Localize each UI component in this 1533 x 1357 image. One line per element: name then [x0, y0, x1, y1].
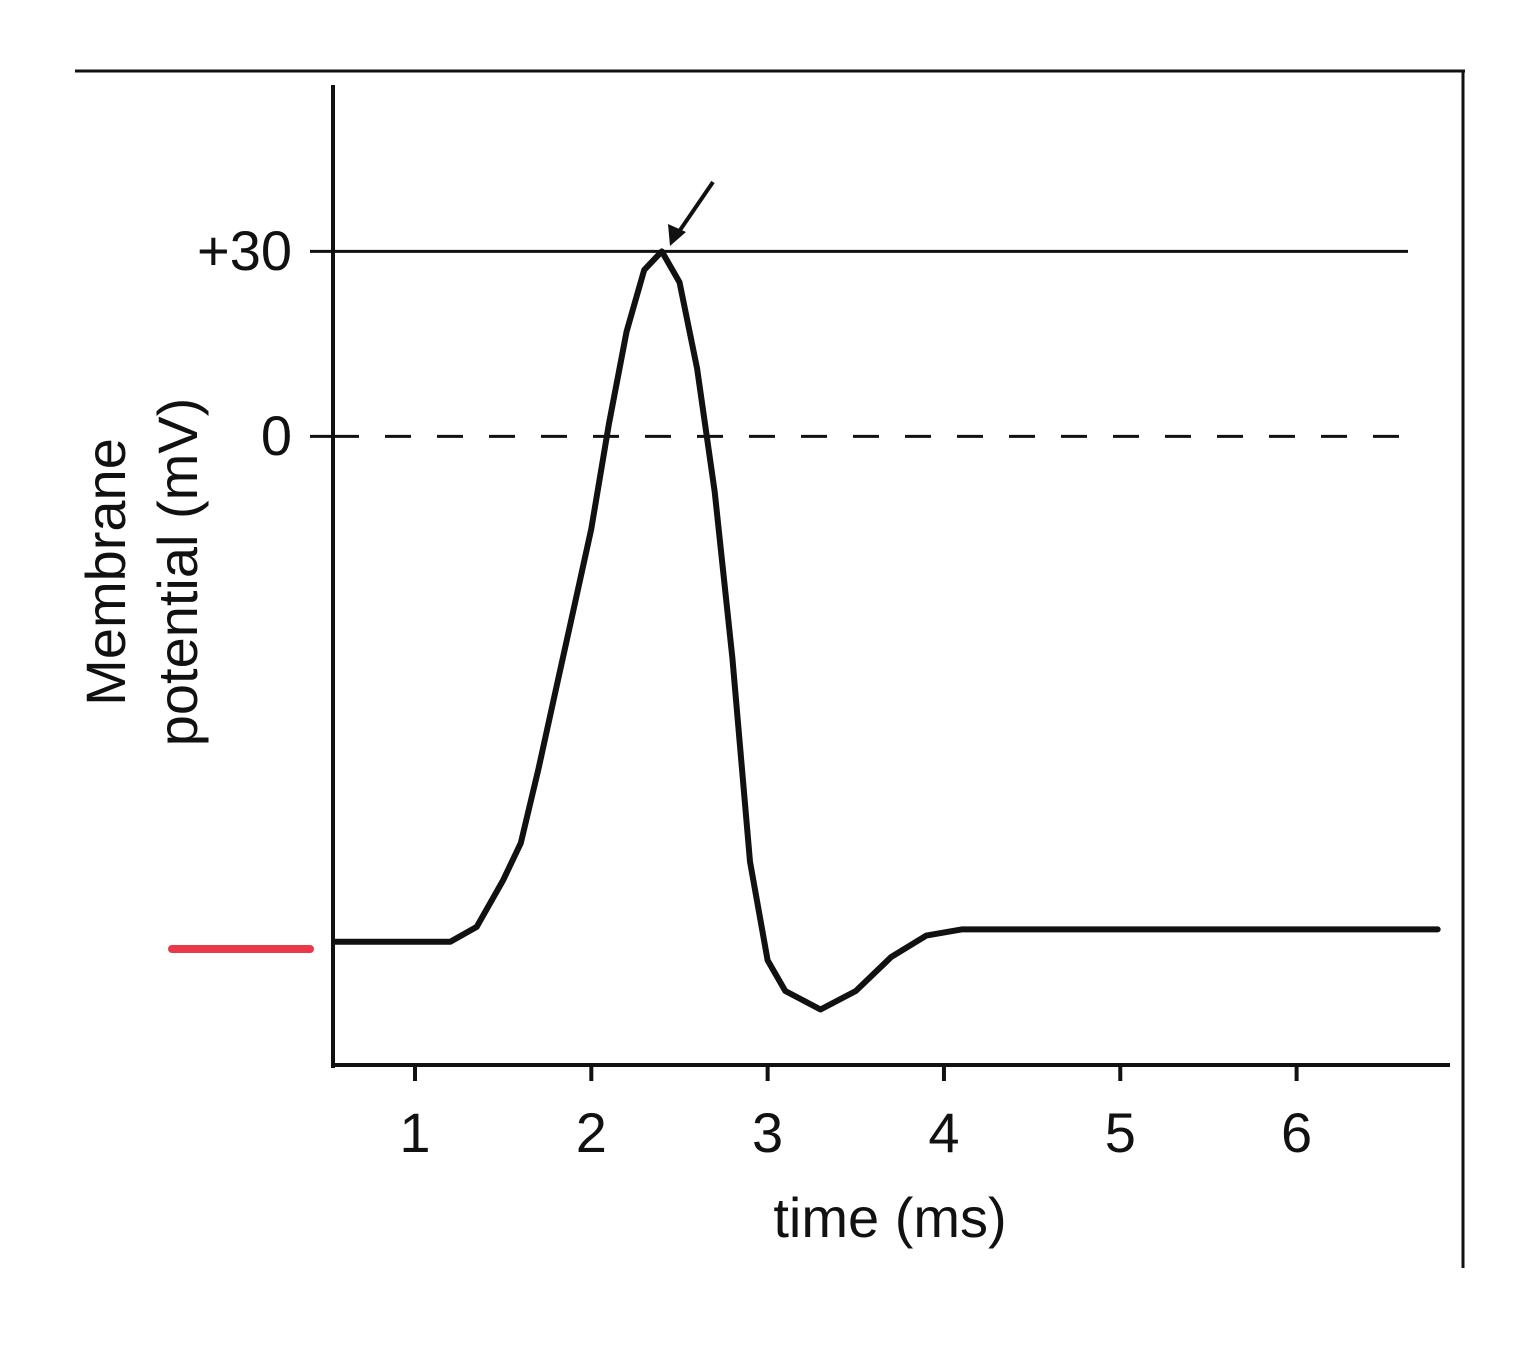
y-axis-label-line: potential (mV)	[146, 398, 209, 747]
x-tick-label: 5	[1105, 1101, 1136, 1164]
y-tick-label: +30	[197, 219, 292, 282]
x-tick-label: 6	[1281, 1101, 1312, 1164]
x-tick-label: 1	[399, 1101, 430, 1164]
y-tick-label: 0	[261, 404, 292, 467]
membrane-trace	[332, 248, 1441, 1013]
x-tick-label: 4	[928, 1101, 959, 1164]
y-axis-label: Membrane potential (mV)	[74, 398, 209, 747]
peak-arrow	[674, 180, 715, 238]
x-tick-label: 3	[752, 1101, 783, 1164]
y-axis-label-line: Membrane	[74, 438, 137, 706]
x-axis-label: time (ms)	[773, 1186, 1006, 1249]
x-tick-label: 2	[576, 1101, 607, 1164]
peak-arrowhead	[668, 224, 686, 246]
